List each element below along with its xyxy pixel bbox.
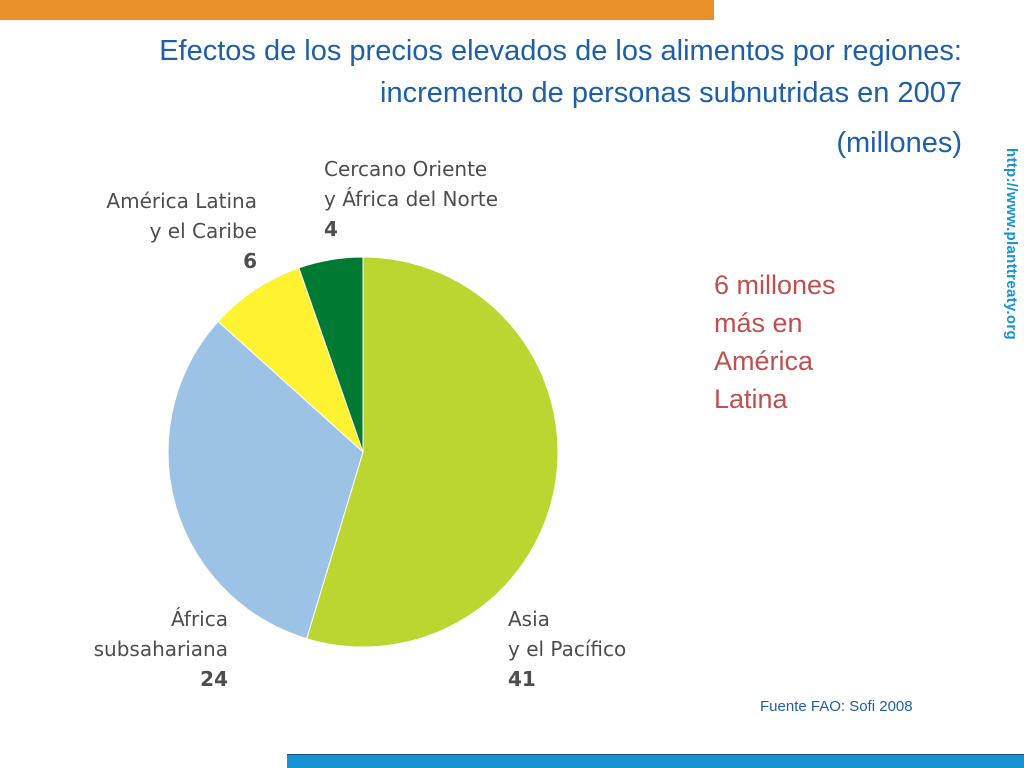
annotation-line-3: América — [714, 346, 814, 376]
top-accent-bar — [0, 0, 714, 20]
slice-value-latin-america: 6 — [243, 249, 257, 273]
side-url-link[interactable]: http://www.planttreaty.org — [1003, 148, 1020, 340]
annotation-note: 6 millones más en América Latina — [714, 266, 914, 418]
pie-slice-near-east — [298, 256, 364, 453]
annotation-line-4: Latina — [714, 384, 788, 414]
bottom-accent-bar — [287, 754, 1024, 768]
slice-label-sub-saharan-africa: África subsahariana 24 — [94, 604, 228, 694]
annotation-line-2: más en — [714, 308, 803, 338]
slice-label-near-east-line2: y África del Norte — [324, 187, 499, 211]
slice-label-near-east-line1: Cercano Oriente — [324, 157, 488, 181]
slice-label-asia-pacific-line2: y el Pacífico — [508, 637, 627, 661]
pie-slice-asia-pacific — [306, 256, 559, 648]
source-note: Fuente FAO: Sofi 2008 — [760, 698, 913, 715]
slice-value-sub-saharan-africa: 24 — [200, 667, 228, 691]
chart-title: Efectos de los precios elevados de los a… — [159, 35, 962, 109]
chart-subtitle: (millones) — [836, 127, 962, 159]
slice-label-asia-pacific-line1: Asia — [508, 607, 550, 631]
slice-label-asia-pacific: Asia y el Pacífico 41 — [508, 604, 626, 694]
slice-value-near-east: 4 — [324, 217, 338, 241]
slice-label-sub-saharan-africa-line1: África — [170, 607, 228, 631]
slice-label-near-east: Cercano Oriente y África del Norte 4 — [324, 154, 498, 244]
pie-chart — [167, 256, 559, 648]
slice-label-latin-america-line1: América Latina — [106, 189, 257, 213]
annotation-line-1: 6 millones — [714, 270, 836, 300]
pie-slice-latin-america — [217, 267, 364, 453]
pie-slice-sub-saharan-africa — [167, 320, 364, 640]
slice-label-latin-america-line2: y el Caribe — [149, 219, 257, 243]
slice-label-sub-saharan-africa-line2: subsahariana — [93, 637, 228, 661]
slice-value-asia-pacific: 41 — [508, 667, 536, 691]
slice-label-latin-america: América Latina y el Caribe 6 — [106, 186, 257, 276]
